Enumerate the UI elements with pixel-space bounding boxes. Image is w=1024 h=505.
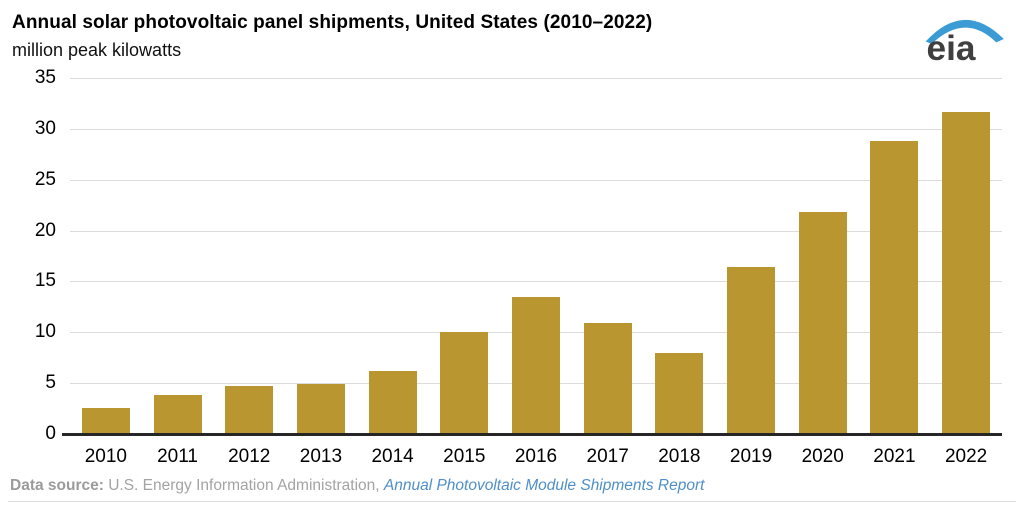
bar-slot-2020 — [787, 78, 859, 434]
bar-2020 — [798, 212, 847, 434]
x-tick-label-2020: 2020 — [801, 446, 844, 467]
y-tick-label-0: 0 — [45, 423, 56, 444]
bar-slot-2017 — [572, 78, 644, 434]
x-axis-labels: 2010 2011 2012 2013 2014 2015 2016 2017 2018 2019… — [70, 446, 1002, 468]
bar-2010 — [81, 407, 130, 434]
chart-subtitle: million peak kilowatts — [12, 40, 182, 60]
y-tick-label-35: 35 — [34, 67, 56, 88]
data-source-label: Data source: — [10, 477, 104, 494]
data-source-note: Data source: U.S. Energy Information Adm… — [10, 477, 704, 495]
x-tick-label-2017: 2017 — [586, 446, 629, 467]
y-tick-label-25: 25 — [34, 168, 56, 190]
chart-title: Annual solar photovoltaic panel shipment… — [12, 12, 653, 33]
x-tick-label-2010: 2010 — [84, 446, 127, 467]
x-tick-label-2015: 2015 — [443, 446, 486, 467]
eia-logo-text: eia — [927, 29, 976, 66]
bar-slot-2018 — [644, 78, 716, 434]
bar-slot-2016 — [500, 78, 572, 434]
bar-slot-2012 — [213, 78, 285, 434]
x-tick-label-2022: 2022 — [944, 446, 988, 467]
bar-2017 — [583, 323, 632, 434]
gridline-20 — [70, 230, 1002, 232]
gridline-25 — [70, 179, 1002, 181]
y-axis-labels: 0 5 10 15 20 25 30 35 — [0, 67, 56, 444]
report-link[interactable]: Annual Photovoltaic Module Shipments Rep… — [383, 477, 705, 494]
x-tick-label-2021: 2021 — [873, 446, 916, 467]
bar-2022 — [942, 111, 991, 434]
y-tick-label-15: 15 — [34, 270, 56, 292]
bar-slot-2014 — [357, 78, 429, 434]
y-tick-label-30: 30 — [34, 117, 56, 139]
gridline-35 — [70, 78, 1002, 79]
x-tick-label-2019: 2019 — [729, 446, 773, 467]
bar-slot-2019 — [715, 78, 787, 434]
y-tick-label-20: 20 — [34, 219, 56, 241]
bar-slot-2011 — [142, 78, 214, 434]
y-tick-label-10: 10 — [34, 321, 56, 343]
bar-2014 — [368, 370, 417, 434]
data-source-text: U.S. Energy Information Administration, — [103, 477, 384, 494]
bar-2011 — [153, 395, 202, 434]
eia-logo: eia — [925, 19, 1004, 66]
bar-2013 — [296, 384, 345, 434]
bar-slot-2022 — [930, 78, 1002, 434]
x-tick-label-2016: 2016 — [514, 446, 558, 467]
bar-2021 — [870, 141, 919, 434]
bottom-divider — [8, 501, 1016, 502]
bars — [70, 78, 1002, 434]
bar-2018 — [655, 352, 704, 434]
x-tick-label-2018: 2018 — [658, 446, 701, 467]
bar-2016 — [511, 296, 560, 434]
x-tick-label-2011: 2011 — [157, 446, 198, 467]
bar-slot-2015 — [428, 78, 500, 434]
bar-slot-2013 — [285, 78, 357, 434]
bar-2015 — [440, 332, 489, 434]
y-tick-label-5: 5 — [45, 372, 56, 394]
bar-2012 — [225, 386, 274, 434]
bar-slot-2010 — [70, 78, 142, 434]
x-tick-label-2013: 2013 — [299, 446, 343, 467]
gridline-30 — [70, 128, 1002, 130]
x-tick-label-2014: 2014 — [371, 446, 414, 467]
plot-area — [62, 78, 1002, 436]
x-axis-line — [62, 433, 1002, 436]
bar-slot-2021 — [859, 78, 931, 434]
gridline-15 — [70, 281, 1002, 283]
x-tick-label-2012: 2012 — [228, 446, 271, 467]
eia-logo-swoosh-icon — [925, 19, 1004, 45]
bar-2019 — [727, 267, 776, 434]
